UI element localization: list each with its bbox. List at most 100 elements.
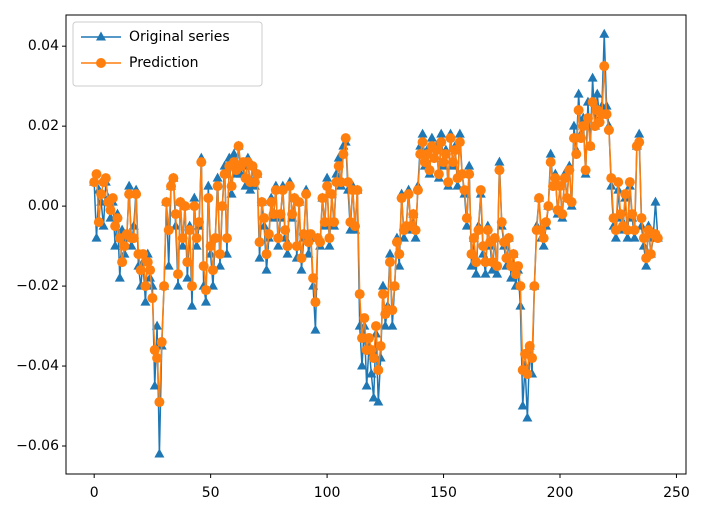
marker <box>352 185 363 196</box>
marker <box>394 249 405 260</box>
marker <box>508 249 519 260</box>
x-tick-label: 0 <box>90 485 99 501</box>
marker <box>189 201 200 212</box>
marker <box>310 297 321 308</box>
marker <box>480 268 491 278</box>
marker <box>256 197 267 208</box>
marker <box>357 333 368 344</box>
marker <box>615 209 626 220</box>
marker <box>270 185 281 196</box>
series <box>89 61 663 408</box>
marker <box>620 189 631 200</box>
marker <box>417 137 428 148</box>
marker <box>548 181 559 192</box>
marker <box>412 185 423 196</box>
marker <box>587 72 598 82</box>
marker <box>538 240 549 250</box>
marker <box>128 233 139 244</box>
marker <box>426 132 437 142</box>
marker <box>482 225 493 236</box>
marker <box>582 113 593 124</box>
marker <box>652 233 663 244</box>
marker <box>431 145 442 156</box>
marker <box>226 181 237 192</box>
marker <box>333 161 344 172</box>
marker <box>324 240 335 250</box>
marker <box>603 125 614 136</box>
marker <box>384 257 395 268</box>
marker <box>91 232 102 242</box>
marker <box>196 157 207 168</box>
marker <box>622 232 633 242</box>
marker <box>261 249 272 260</box>
marker <box>494 165 505 176</box>
marker <box>359 313 370 324</box>
marker <box>571 149 582 160</box>
y-tick-label: 0.00 <box>28 198 59 214</box>
marker <box>377 289 388 300</box>
marker <box>515 281 526 292</box>
marker <box>622 225 633 236</box>
marker <box>487 264 498 274</box>
marker <box>624 177 635 188</box>
marker <box>366 345 377 356</box>
marker <box>214 249 225 260</box>
marker <box>266 197 277 208</box>
marker <box>529 281 540 292</box>
marker <box>368 392 379 402</box>
marker <box>203 193 214 204</box>
marker <box>303 248 314 258</box>
marker <box>578 121 589 132</box>
y-tick-label: −0.02 <box>16 278 59 294</box>
marker <box>494 156 505 166</box>
marker <box>140 296 151 306</box>
marker <box>452 180 463 190</box>
marker <box>464 169 475 180</box>
marker <box>629 232 640 242</box>
marker <box>559 173 570 184</box>
marker <box>110 221 121 232</box>
marker <box>152 320 163 330</box>
marker <box>329 217 340 228</box>
legend-marker <box>96 58 106 68</box>
marker <box>287 209 298 220</box>
marker <box>429 153 440 164</box>
marker <box>447 157 458 168</box>
marker <box>124 180 135 190</box>
marker <box>527 353 538 364</box>
x-tick-label: 50 <box>202 485 220 501</box>
marker <box>454 128 465 138</box>
marker <box>343 177 354 188</box>
marker <box>391 237 402 248</box>
marker <box>636 213 647 224</box>
marker <box>315 237 326 248</box>
marker <box>627 209 638 220</box>
marker <box>163 225 174 236</box>
marker <box>189 192 200 202</box>
marker <box>387 305 398 316</box>
marker <box>580 165 591 176</box>
y-tick-label: 0.02 <box>28 118 59 134</box>
marker <box>212 172 223 182</box>
marker <box>410 225 421 236</box>
marker <box>96 189 107 200</box>
marker <box>638 233 649 244</box>
marker <box>296 264 307 274</box>
marker <box>373 365 384 376</box>
marker <box>454 137 465 148</box>
marker <box>492 268 503 278</box>
marker <box>228 148 239 158</box>
y-tick-label: −0.04 <box>16 358 59 374</box>
marker <box>149 380 160 390</box>
marker <box>98 220 109 230</box>
x-tick-label: 200 <box>547 485 574 501</box>
marker <box>177 240 188 250</box>
marker <box>226 188 237 198</box>
marker <box>403 189 414 200</box>
marker <box>263 229 274 240</box>
marker <box>599 61 610 72</box>
marker <box>613 177 624 188</box>
marker <box>384 248 395 258</box>
marker <box>280 225 291 236</box>
